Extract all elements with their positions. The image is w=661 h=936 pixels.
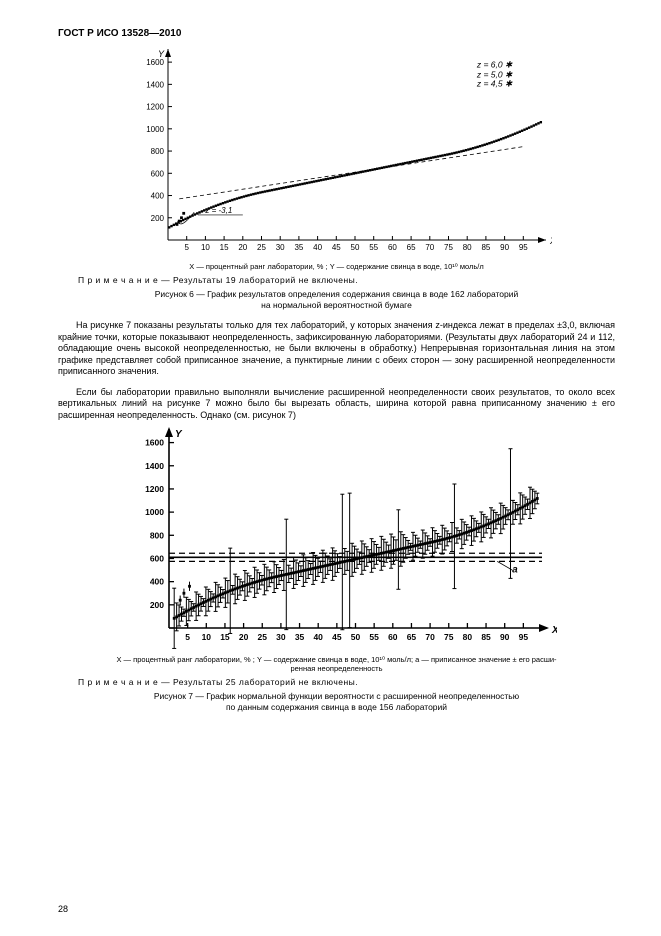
svg-text:30: 30	[275, 243, 284, 252]
svg-text:55: 55	[369, 632, 379, 642]
svg-text:800: 800	[149, 531, 163, 541]
svg-text:10: 10	[200, 243, 209, 252]
chart2-caption: Рисунок 7 — График нормальной функции ве…	[58, 691, 615, 712]
chart1-caption-l2: на нормальной вероятностной бумаге	[261, 300, 412, 310]
svg-text:200: 200	[150, 214, 164, 223]
chart2-legend-l2: ренная неопределенность	[290, 664, 382, 673]
chart2-svg: 5101520253035404550556065707580859095200…	[117, 423, 557, 653]
svg-text:30: 30	[276, 632, 286, 642]
svg-text:X: X	[549, 236, 552, 246]
svg-text:1400: 1400	[145, 461, 164, 471]
svg-text:5: 5	[185, 632, 190, 642]
svg-text:65: 65	[406, 243, 415, 252]
svg-text:z = -3,1: z = -3,1	[204, 206, 232, 215]
svg-text:Y: Y	[175, 429, 183, 440]
svg-text:Y: Y	[157, 49, 164, 59]
svg-text:20: 20	[238, 243, 247, 252]
svg-text:25: 25	[257, 243, 266, 252]
chart1-svg: 5 10 15 20 25 30 35 40 45 50 55 60 65 70 75 80 85 90 95 200…	[122, 45, 552, 260]
svg-text:z = 4,5 ✱: z = 4,5 ✱	[475, 79, 512, 89]
svg-text:45: 45	[332, 632, 342, 642]
svg-text:45: 45	[331, 243, 340, 252]
svg-text:80: 80	[462, 243, 471, 252]
svg-text:20: 20	[238, 632, 248, 642]
paragraph-2: Если бы лаборатории правильно выполняли …	[58, 387, 615, 422]
svg-text:1200: 1200	[146, 103, 164, 112]
svg-text:1400: 1400	[146, 80, 164, 89]
page-number: 28	[58, 904, 68, 914]
svg-text:1000: 1000	[146, 125, 164, 134]
svg-text:200: 200	[149, 600, 163, 610]
chart1-note: П р и м е ч а н и е — Результаты 19 лабо…	[78, 275, 615, 285]
doc-header: ГОСТ Р ИСО 13528—2010	[58, 28, 615, 39]
svg-text:50: 50	[350, 632, 360, 642]
svg-text:10: 10	[201, 632, 211, 642]
chart1: 5 10 15 20 25 30 35 40 45 50 55 60 65 70 75 80 85 90 95 200…	[58, 45, 615, 271]
svg-text:25: 25	[257, 632, 267, 642]
svg-text:800: 800	[150, 147, 164, 156]
svg-text:400: 400	[149, 577, 163, 587]
chart1-axis-legend: X — процентный ранг лаборатории, % ; Y —…	[58, 262, 615, 271]
svg-text:15: 15	[219, 243, 228, 252]
svg-text:60: 60	[388, 632, 398, 642]
svg-text:1600: 1600	[146, 58, 164, 67]
svg-text:75: 75	[444, 243, 453, 252]
chart1-caption: Рисунок 6 — График результатов определен…	[58, 289, 615, 310]
paragraph-1: На рисунке 7 показаны результаты только …	[58, 320, 615, 378]
svg-text:400: 400	[150, 192, 164, 201]
svg-text:1000: 1000	[145, 507, 164, 517]
svg-text:80: 80	[462, 632, 472, 642]
svg-text:1600: 1600	[145, 438, 164, 448]
svg-text:95: 95	[518, 243, 527, 252]
svg-text:z = 6,0 ✱: z = 6,0 ✱	[475, 60, 512, 70]
svg-text:65: 65	[406, 632, 416, 642]
chart2-note: П р и м е ч а н и е — Результаты 25 лабо…	[78, 677, 615, 687]
svg-text:85: 85	[481, 243, 490, 252]
svg-text:85: 85	[481, 632, 491, 642]
chart2: 5101520253035404550556065707580859095200…	[58, 423, 615, 673]
svg-text:1200: 1200	[145, 484, 164, 494]
svg-text:a: a	[512, 565, 518, 576]
svg-text:40: 40	[313, 243, 322, 252]
svg-text:5: 5	[184, 243, 189, 252]
svg-text:95: 95	[518, 632, 528, 642]
svg-text:60: 60	[387, 243, 396, 252]
svg-text:600: 600	[149, 554, 163, 564]
svg-text:35: 35	[294, 632, 304, 642]
svg-text:75: 75	[444, 632, 454, 642]
svg-text:70: 70	[425, 632, 435, 642]
chart2-caption-l1: Рисунок 7 — График нормальной функции ве…	[154, 691, 519, 701]
svg-text:600: 600	[150, 169, 164, 178]
chart2-caption-l2: по данным содержания свинца в воде 156 л…	[226, 702, 447, 712]
svg-text:90: 90	[500, 243, 509, 252]
svg-text:70: 70	[425, 243, 434, 252]
chart2-axis-legend: X — процентный ранг лаборатории, % ; Y —…	[58, 655, 615, 673]
svg-text:X: X	[551, 625, 557, 636]
chart1-caption-l1: Рисунок 6 — График результатов определен…	[155, 289, 518, 299]
svg-text:40: 40	[313, 632, 323, 642]
svg-text:90: 90	[499, 632, 509, 642]
chart2-legend-l1: X — процентный ранг лаборатории, % ; Y —…	[116, 655, 556, 664]
svg-text:55: 55	[369, 243, 378, 252]
svg-text:50: 50	[350, 243, 359, 252]
svg-text:35: 35	[294, 243, 303, 252]
